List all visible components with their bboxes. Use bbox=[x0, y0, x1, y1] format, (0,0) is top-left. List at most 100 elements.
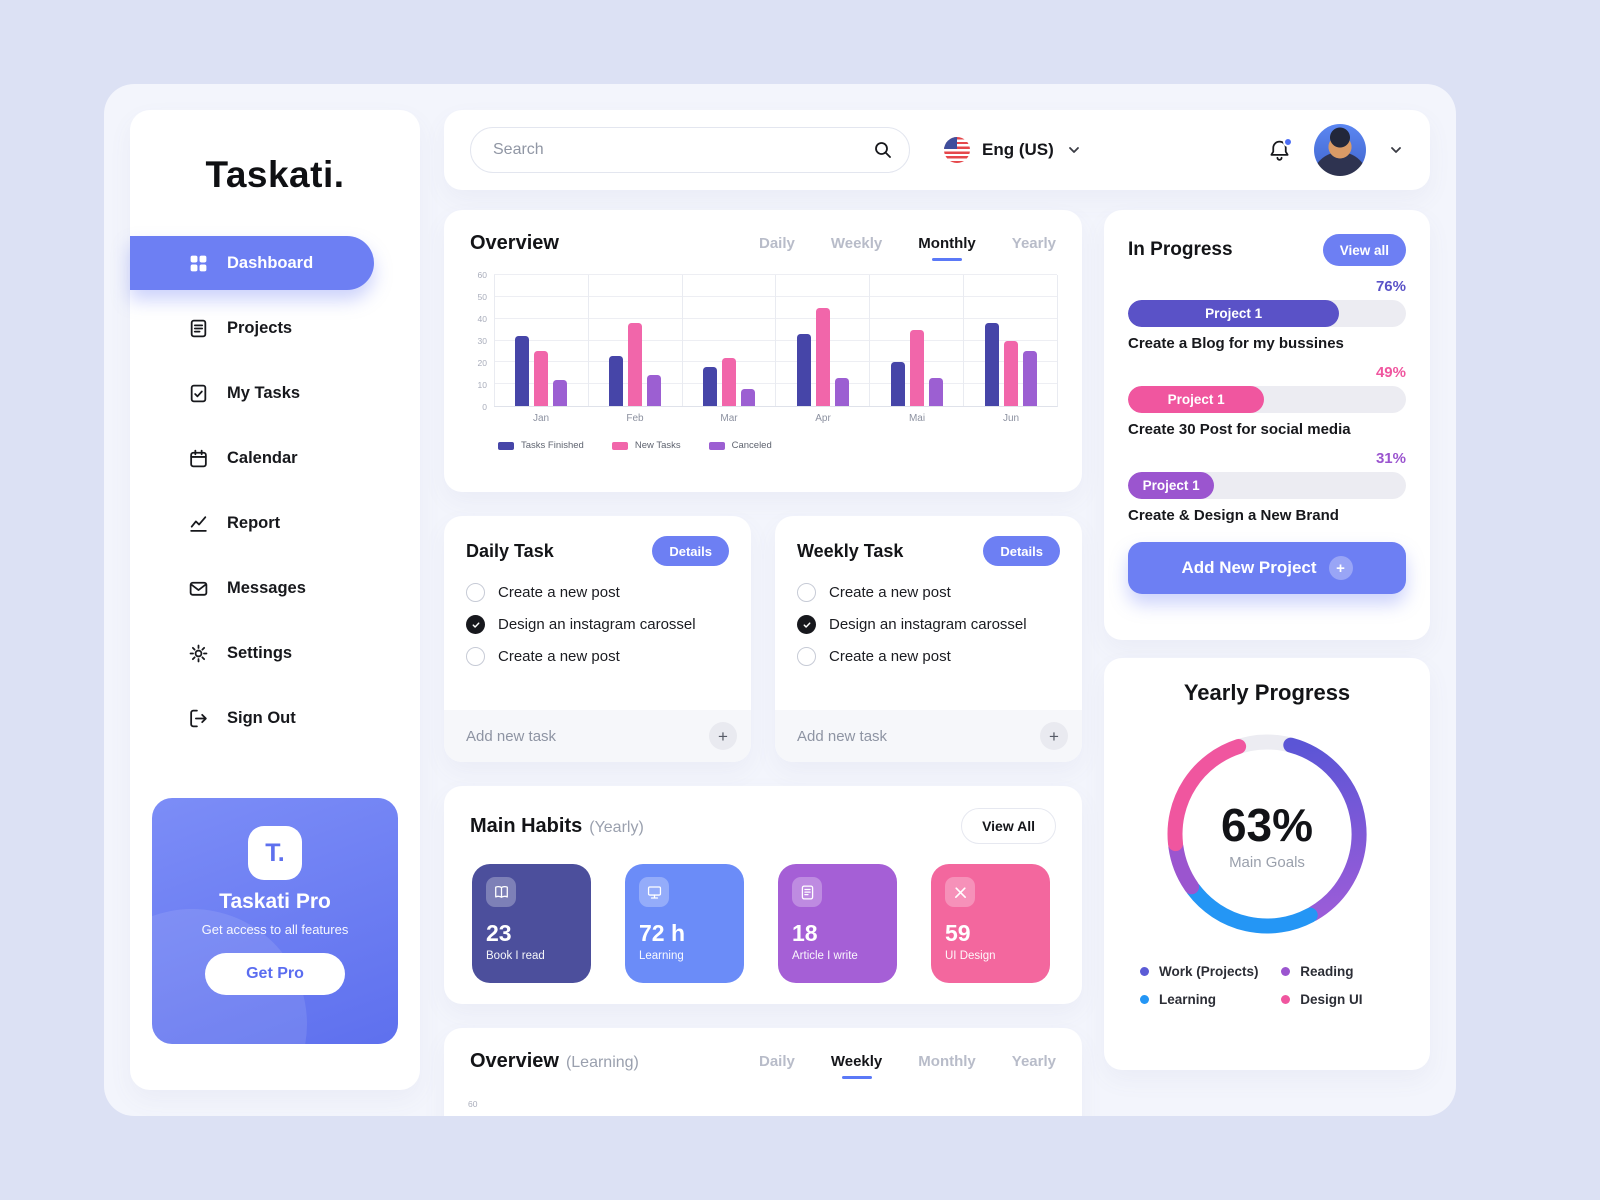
weekly-details-button[interactable]: Details bbox=[983, 536, 1060, 566]
task-item[interactable]: Create a new post bbox=[466, 583, 729, 602]
legend-swatch bbox=[498, 441, 514, 450]
habits-view-all-button[interactable]: View All bbox=[961, 808, 1056, 844]
daily-add-task-row[interactable]: Add new task + bbox=[444, 710, 751, 762]
gridline bbox=[494, 274, 1057, 275]
goal-legend-design-ui: Design UI bbox=[1281, 992, 1394, 1007]
task-item[interactable]: Design an instagram carossel bbox=[466, 615, 729, 634]
x-tick-label: Apr bbox=[815, 413, 831, 424]
progress-fill: Project 1 bbox=[1128, 300, 1340, 327]
checked-circle-icon[interactable] bbox=[797, 615, 816, 634]
habit-value: 23 bbox=[486, 920, 512, 946]
habit-tile-learning[interactable]: 72 h Learning bbox=[625, 864, 744, 983]
task-label: Design an instagram carossel bbox=[498, 616, 696, 633]
sidebar-item-report[interactable]: Report bbox=[130, 496, 420, 550]
sidebar-item-label: Settings bbox=[227, 643, 293, 662]
bar-group-mar bbox=[681, 275, 776, 406]
checked-circle-icon[interactable] bbox=[466, 615, 485, 634]
unchecked-circle-icon[interactable] bbox=[466, 583, 485, 602]
add-new-project-button[interactable]: Add New Project + bbox=[1128, 542, 1406, 594]
search-input[interactable] bbox=[493, 141, 873, 159]
progress-track: Project 1 bbox=[1128, 472, 1406, 499]
task-item[interactable]: Create a new post bbox=[797, 583, 1060, 602]
habit-tile-book-i-read[interactable]: 23 Book I read bbox=[472, 864, 591, 983]
sidebar-item-calendar[interactable]: Calendar bbox=[130, 431, 420, 485]
add-task-placeholder: Add new task bbox=[797, 727, 888, 745]
bar-new-tasks-jun bbox=[1003, 340, 1018, 406]
legend-dot bbox=[1140, 995, 1149, 1004]
notification-bell-icon[interactable] bbox=[1267, 136, 1293, 163]
habits-subtitle: (Yearly) bbox=[589, 818, 644, 836]
sidebar-item-my-tasks[interactable]: My Tasks bbox=[130, 366, 420, 420]
habit-tile-ui-design[interactable]: 59 UI Design bbox=[931, 864, 1050, 983]
sidebar-item-label: Report bbox=[227, 513, 281, 532]
sidebar-item-settings[interactable]: Settings bbox=[130, 626, 420, 680]
bar-canceled-apr bbox=[834, 377, 849, 406]
project-percent: 49% bbox=[1375, 364, 1406, 381]
goal-legend-reading: Reading bbox=[1281, 964, 1394, 979]
tab-daily[interactable]: Daily bbox=[758, 235, 795, 252]
task-item[interactable]: Create a new post bbox=[797, 647, 1060, 666]
report-icon bbox=[188, 513, 209, 534]
chart-plot bbox=[494, 274, 1058, 407]
sidebar-item-sign-out[interactable]: Sign Out bbox=[130, 691, 420, 745]
dashboard-icon bbox=[188, 253, 209, 274]
project-percent: 76% bbox=[1375, 278, 1406, 295]
unchecked-circle-icon[interactable] bbox=[797, 583, 816, 602]
bar-new-tasks-mar bbox=[722, 357, 737, 406]
legend-dot bbox=[1281, 995, 1291, 1004]
x-tick-label: Jan bbox=[532, 413, 550, 424]
calendar-icon bbox=[188, 448, 209, 469]
tab-monthly[interactable]: Monthly bbox=[918, 1053, 976, 1070]
bar-canceled-feb bbox=[647, 375, 662, 406]
task-item[interactable]: Design an instagram carossel bbox=[797, 615, 1060, 634]
progress-fill: Project 1 bbox=[1128, 386, 1265, 413]
habit-label: UI Design bbox=[945, 950, 996, 962]
y-tick-label: 20 bbox=[477, 358, 487, 368]
search-box[interactable] bbox=[470, 127, 910, 173]
daily-details-button[interactable]: Details bbox=[652, 536, 729, 566]
tab-weekly[interactable]: Weekly bbox=[830, 235, 883, 252]
y-tick-label: 50 bbox=[477, 292, 487, 302]
yearly-progress-legend: Work (Projects) Reading Learning Design UI bbox=[1128, 964, 1406, 1007]
bar-tasks-finished-jan bbox=[515, 336, 530, 406]
tab-daily[interactable]: Daily bbox=[758, 1053, 795, 1070]
get-pro-button[interactable]: Get Pro bbox=[205, 952, 345, 995]
in-progress-view-all-button[interactable]: View all bbox=[1322, 234, 1406, 266]
user-avatar[interactable] bbox=[1314, 124, 1366, 176]
unchecked-circle-icon[interactable] bbox=[466, 647, 485, 666]
y-tick-label: 10 bbox=[477, 380, 487, 390]
add-task-button[interactable]: + bbox=[709, 722, 737, 750]
bar-tasks-finished-mai bbox=[890, 362, 905, 406]
tab-yearly[interactable]: Yearly bbox=[1011, 235, 1056, 252]
goal-legend-learning: Learning bbox=[1140, 992, 1275, 1007]
task-label: Create a new post bbox=[829, 584, 951, 601]
task-label: Create a new post bbox=[498, 648, 620, 665]
x-tick-label: Mai bbox=[908, 413, 926, 424]
bar-canceled-jan bbox=[553, 379, 568, 406]
task-item[interactable]: Create a new post bbox=[466, 647, 729, 666]
legend-label: Reading bbox=[1300, 964, 1354, 979]
habit-tile-article-i-write[interactable]: 18 Article I write bbox=[778, 864, 897, 983]
legend-dot bbox=[1140, 967, 1149, 976]
legend-label: Work (Projects) bbox=[1159, 964, 1259, 979]
weekly-task-card: Weekly Task Details Create a new post Des… bbox=[775, 516, 1082, 762]
sidebar: Taskati. Dashboard Projects My Tasks Calend… bbox=[130, 110, 420, 1090]
sidebar-item-dashboard[interactable]: Dashboard bbox=[130, 236, 374, 290]
app-logo: Taskati. bbox=[205, 154, 345, 195]
bar-canceled-mar bbox=[741, 388, 756, 406]
project-badge: Project 1 bbox=[1167, 392, 1225, 407]
profile-chevron-down-icon[interactable] bbox=[1388, 142, 1404, 158]
habit-label: Learning bbox=[639, 950, 684, 962]
sidebar-item-projects[interactable]: Projects bbox=[130, 301, 420, 355]
tab-monthly[interactable]: Monthly bbox=[918, 235, 976, 252]
habit-label: Book I read bbox=[486, 950, 545, 962]
tab-yearly[interactable]: Yearly bbox=[1011, 1053, 1056, 1070]
yearly-progress-card: Yearly Progress 63% Main Goals Work (Pro… bbox=[1104, 658, 1430, 1070]
weekly-add-task-row[interactable]: Add new task + bbox=[775, 710, 1082, 762]
language-selector[interactable]: Eng (US) bbox=[944, 137, 1082, 163]
tab-weekly[interactable]: Weekly bbox=[830, 1053, 883, 1070]
sidebar-item-messages[interactable]: Messages bbox=[130, 561, 420, 615]
unchecked-circle-icon[interactable] bbox=[797, 647, 816, 666]
add-task-button[interactable]: + bbox=[1040, 722, 1068, 750]
bar-tasks-finished-jun bbox=[984, 323, 999, 406]
